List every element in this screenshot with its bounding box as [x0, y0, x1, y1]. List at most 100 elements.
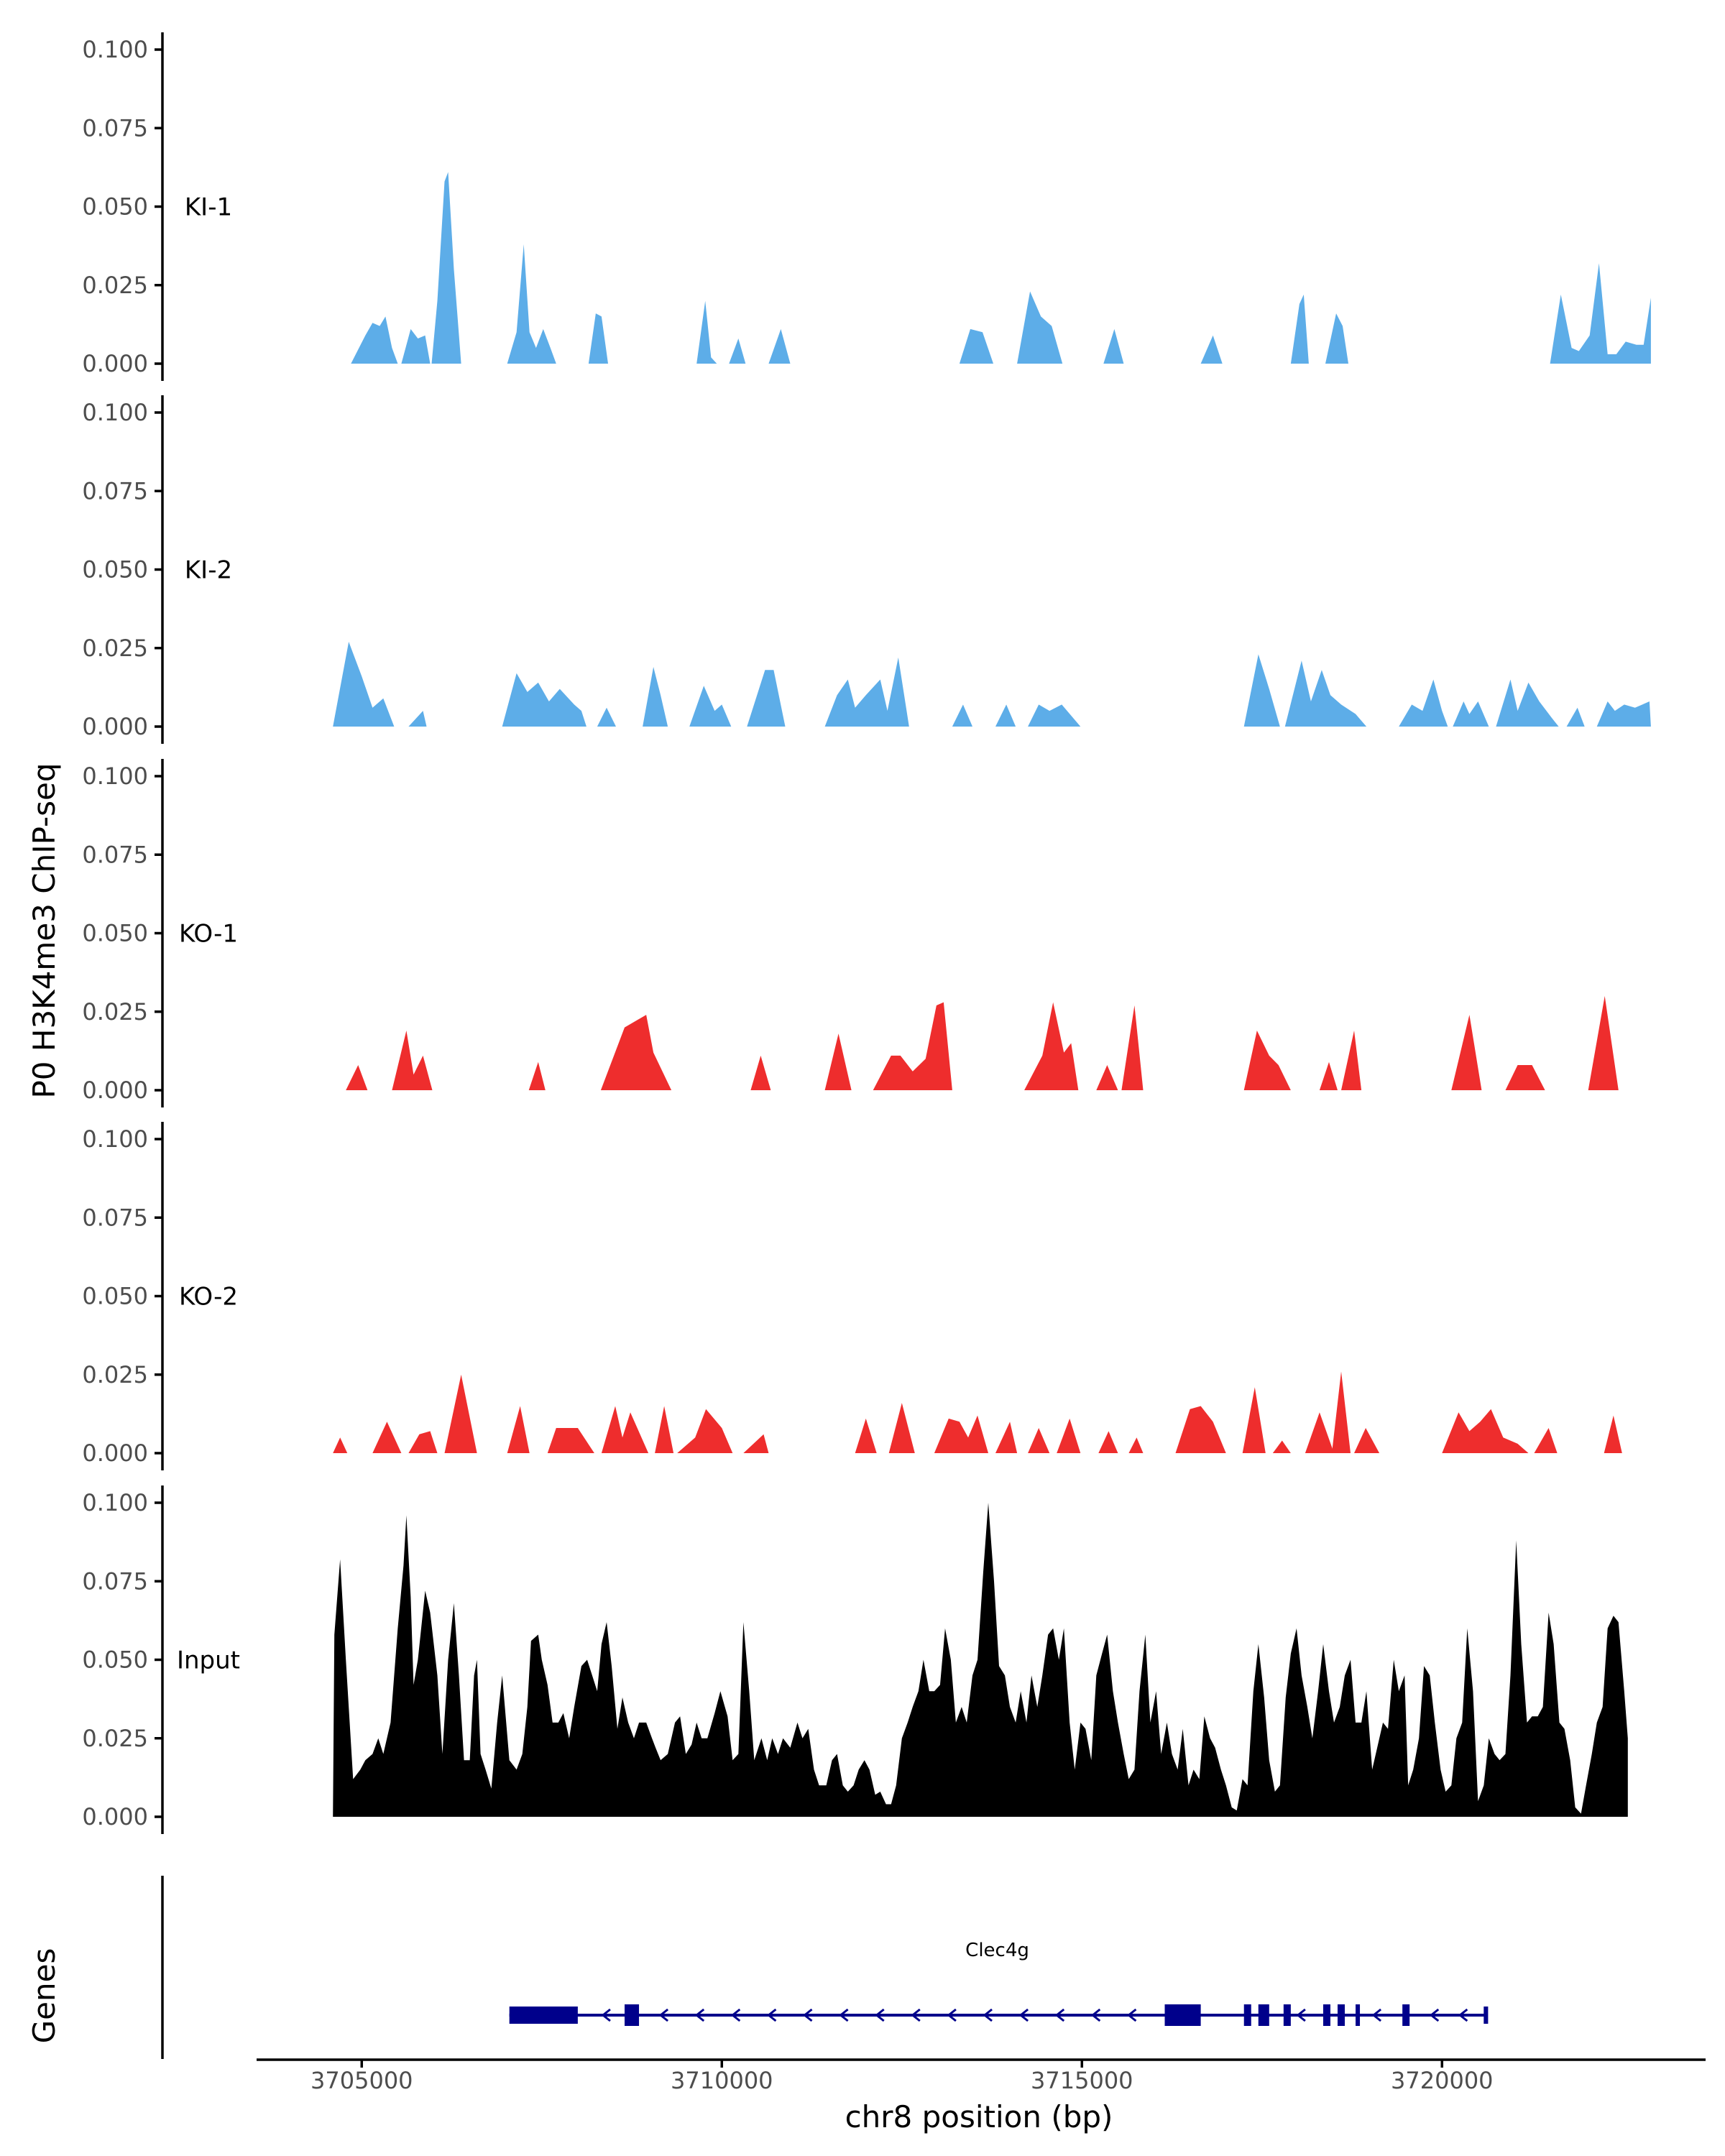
y-tick-label: 0.000	[82, 1803, 148, 1830]
track-ko-1: 0.000 0.025 0.050 0.075 0.100 KO-1	[82, 759, 1619, 1107]
signal-peak	[507, 244, 556, 364]
signal-peak	[643, 667, 668, 727]
y-tick-label: 0.025	[82, 1361, 148, 1388]
tracks: 0.0000.0250.0500.0750.100KI-10.0000.0250…	[82, 32, 1651, 1834]
signal-peak	[1442, 1409, 1529, 1453]
track-ki-2: 0.000 0.025 0.050 0.075 0.100 KI-2	[82, 395, 1651, 744]
gene-exon	[1258, 2004, 1269, 2026]
signal-peak	[1496, 679, 1559, 727]
strand-arrow	[1054, 2008, 1065, 2022]
track-label: KO-2	[179, 1283, 238, 1312]
gene-panel: Clec4g	[161, 1876, 1489, 2059]
gene-exon	[1243, 2004, 1251, 2026]
signal-peak	[333, 642, 395, 727]
signal-peak	[696, 300, 717, 364]
y-tick-label: 0.025	[82, 272, 148, 299]
signal-peak	[1103, 328, 1124, 364]
y-tick-label: 0.075	[82, 114, 148, 142]
signal-peak	[1341, 1031, 1362, 1090]
strand-arrow	[947, 2008, 957, 2022]
signal-peak	[408, 1431, 438, 1453]
x-tick-label: 3715000	[1031, 2067, 1133, 2094]
gene-exon	[509, 2007, 578, 2024]
signal-peak	[1604, 1415, 1622, 1453]
strand-arrow	[1018, 2008, 1029, 2022]
signal-peak	[1566, 707, 1585, 727]
signal-peak	[729, 338, 746, 364]
signal-peak	[1284, 660, 1367, 727]
track-label: KI-2	[185, 556, 232, 585]
track-label: KI-1	[185, 193, 232, 222]
signal-peak	[824, 657, 909, 727]
signal-peak	[600, 1015, 672, 1090]
y-tick-label: 0.100	[82, 1125, 148, 1153]
signal-peak	[1534, 1428, 1558, 1453]
y-tick-label: 0.000	[82, 350, 148, 377]
signal-peak	[1550, 263, 1651, 364]
strand-arrow	[1429, 2008, 1440, 2022]
signal-peak	[747, 670, 786, 727]
signal-peak	[588, 313, 608, 364]
y-tick-label: 0.075	[82, 477, 148, 505]
signal-peak	[1175, 1406, 1226, 1453]
signal-peak	[601, 1406, 649, 1453]
y-axis-title: P0 H3K4me3 ChIP-seq	[27, 763, 62, 1098]
signal-peak	[1128, 1437, 1144, 1453]
signal-peak	[655, 1406, 674, 1453]
signal-peak	[677, 1409, 733, 1453]
y-tick-label: 0.075	[82, 1204, 148, 1231]
signal-peak	[873, 1002, 952, 1090]
track-ki-1: 0.000 0.025 0.050 0.075 0.100 KI-1	[82, 32, 1651, 381]
signal-peak	[750, 1055, 771, 1090]
signal-peak	[431, 172, 461, 364]
signal-peak	[507, 1406, 530, 1453]
gene-exon	[1356, 2004, 1361, 2026]
signal-peak	[855, 1418, 877, 1453]
signal-peak	[1596, 701, 1651, 727]
signal-peak	[934, 1415, 988, 1453]
strand-arrow	[803, 2008, 813, 2022]
signal-peak	[1243, 654, 1280, 727]
y-tick-label: 0.050	[82, 1283, 148, 1310]
signal-peak	[1121, 1005, 1144, 1090]
gene-exon	[1164, 2004, 1201, 2026]
track-label: KO-1	[179, 920, 238, 949]
signal-peak	[1028, 1428, 1050, 1453]
signal-peak	[1017, 291, 1063, 364]
y-tick-label: 0.100	[82, 399, 148, 426]
strand-arrow	[1127, 2008, 1137, 2022]
gene-exon	[1283, 2004, 1291, 2026]
signal-peak	[1305, 1412, 1334, 1453]
x-tick-label: 3705000	[310, 2067, 413, 2094]
y-tick-label: 0.050	[82, 556, 148, 584]
signal-peak	[1200, 335, 1223, 364]
y-tick-label: 0.100	[82, 763, 148, 790]
signal-peak	[401, 328, 431, 364]
gene-exon	[1322, 2004, 1330, 2026]
signal-peak	[1290, 294, 1309, 364]
y-tick-label: 0.000	[82, 713, 148, 740]
gene-exon	[1402, 2004, 1410, 2026]
y-tick-label: 0.075	[82, 1567, 148, 1595]
y-tick-label: 0.025	[82, 998, 148, 1026]
signal-peak	[1399, 679, 1448, 727]
signal-peak	[392, 1031, 433, 1090]
signal-peak	[502, 673, 586, 727]
strand-arrow	[875, 2008, 885, 2022]
strand-arrow	[1090, 2008, 1101, 2022]
y-tick-label: 0.000	[82, 1439, 148, 1467]
signal-peak	[1451, 1015, 1482, 1090]
y-tick-label: 0.000	[82, 1077, 148, 1104]
gene-exon	[1484, 2007, 1489, 2024]
signal-peak	[1028, 704, 1081, 727]
signal-peak	[952, 704, 972, 727]
track-ko-2: 0.000 0.025 0.050 0.075 0.100 KO-2	[82, 1122, 1622, 1470]
strand-arrow	[911, 2008, 921, 2022]
x-tick-label: 3720000	[1391, 2067, 1494, 2094]
signal-peak	[1325, 313, 1348, 364]
signal-peak	[995, 704, 1016, 727]
signal-peak	[1505, 1065, 1545, 1090]
signal-peak	[768, 328, 791, 364]
strand-arrow	[1458, 2008, 1468, 2022]
signal-area	[333, 1503, 1628, 1817]
